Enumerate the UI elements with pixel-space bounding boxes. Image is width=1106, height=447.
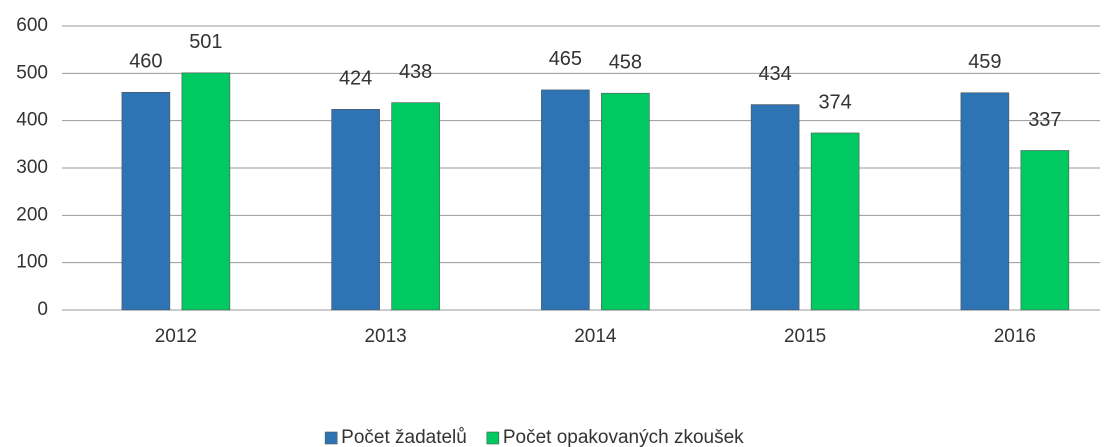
y-tick-label: 500 xyxy=(16,62,48,83)
x-tick-label: 2014 xyxy=(574,326,617,347)
value-label: 458 xyxy=(609,51,642,73)
value-label: 424 xyxy=(339,68,372,90)
legend-swatch xyxy=(486,431,500,445)
bar xyxy=(181,72,231,311)
value-label: 337 xyxy=(1028,109,1061,131)
y-tick-label: 100 xyxy=(16,252,48,273)
x-tick-label: 2015 xyxy=(784,326,826,347)
bar xyxy=(960,92,1010,311)
value-label: 501 xyxy=(189,31,222,53)
value-label: 374 xyxy=(818,91,851,113)
bar xyxy=(1020,150,1070,311)
x-tick-label: 2012 xyxy=(155,326,197,347)
value-label: 434 xyxy=(758,63,791,85)
bar xyxy=(601,92,650,311)
bar xyxy=(121,91,171,311)
legend-label: Počet žadatelů xyxy=(341,427,467,447)
value-label: 460 xyxy=(129,51,162,73)
y-tick-label: 300 xyxy=(16,157,48,178)
y-tick-label: 200 xyxy=(16,204,48,225)
bar xyxy=(810,132,860,311)
value-label: 465 xyxy=(549,48,582,70)
legend-label: Počet opakovaných zkoušek xyxy=(503,427,744,447)
x-tick-label: 2016 xyxy=(994,326,1036,347)
y-tick-label: 600 xyxy=(16,15,48,36)
legend-swatch xyxy=(324,431,338,445)
bar xyxy=(750,104,800,311)
value-label: 459 xyxy=(968,51,1001,73)
bar xyxy=(331,109,380,311)
y-tick-label: 0 xyxy=(37,299,48,320)
value-label: 438 xyxy=(399,61,432,83)
x-tick-label: 2013 xyxy=(364,326,406,347)
bar xyxy=(391,102,440,311)
bar xyxy=(541,89,590,311)
y-tick-label: 400 xyxy=(16,110,48,131)
